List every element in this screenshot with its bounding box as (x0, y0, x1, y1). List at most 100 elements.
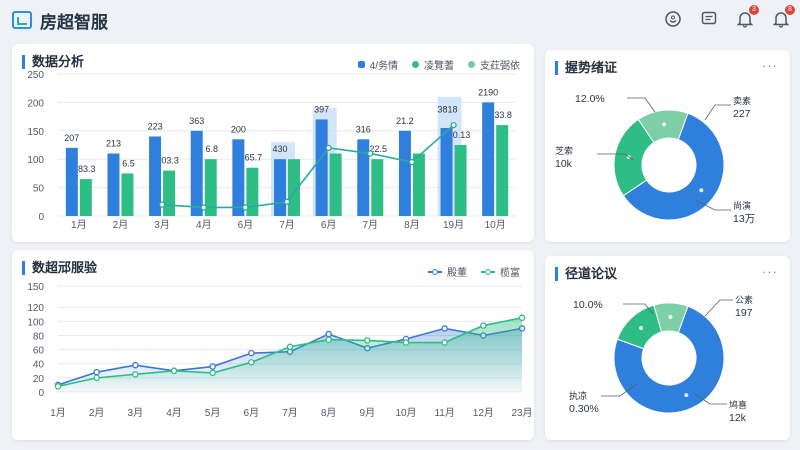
donut-slice (613, 305, 725, 414)
series-point (518, 314, 526, 322)
trend-point (242, 204, 249, 211)
donut-label: 芝索 10k (555, 146, 574, 170)
series-point (170, 367, 178, 375)
bar (204, 159, 217, 216)
legend-item[interactable]: 4/务情 (357, 57, 398, 72)
bar-legend: 4/务情 凌覽蓍 支荭弼依 (357, 57, 520, 72)
x-tick-label: 5月 (205, 407, 221, 419)
bar (329, 153, 342, 216)
trend-point (450, 121, 457, 129)
alert-badge: 8 (785, 5, 795, 15)
legend-item[interactable]: 支荭弼依 (468, 57, 520, 72)
x-tick-label: 6月 (321, 219, 337, 231)
donut-chart (597, 97, 731, 221)
message-icon[interactable] (700, 10, 718, 28)
channel-card: 径道论议 ··· 10.0% 公素 197 执凉 0.30% 鸠喜 12k (545, 256, 790, 440)
y-tick-label: 150 (27, 127, 44, 138)
data-label: 363 (189, 116, 204, 126)
y-tick-label: 0 (38, 388, 44, 399)
data-label: 6.8 (205, 144, 218, 154)
leader-line (597, 153, 634, 161)
legend-item[interactable]: 凌覽蓍 (412, 57, 454, 72)
x-tick-label: 6月 (244, 407, 260, 419)
leader-line (704, 104, 731, 121)
donut-label: 12.0% (575, 93, 605, 105)
trend-point (158, 201, 166, 208)
x-tick-label: 7月 (279, 219, 295, 231)
donut-label: 公素 197 (735, 295, 754, 319)
bell-icon[interactable]: 3 (736, 5, 759, 28)
trend-card: 握势绪证 ··· 12.0% 卖素 227 芝索 10k 尚演 13万 (545, 50, 790, 242)
legend-item[interactable]: 榄富 (481, 264, 520, 279)
y-tick-label: 100 (27, 155, 44, 166)
alert-icon[interactable]: 8 (772, 5, 795, 28)
app-logo-icon (12, 11, 32, 29)
data-analysis-card: 数据分析 4/务情 凌覽蓍 支荭弼依 0 50 100 150 200 250 207 83.… (12, 44, 534, 242)
data-label: 316 (356, 124, 371, 134)
x-tick-label: 23月 (511, 407, 532, 419)
slice-dot (639, 325, 644, 330)
bar (163, 170, 176, 216)
y-tick-label: 80 (33, 331, 45, 342)
y-tick-label: 50 (33, 184, 45, 195)
legend-item[interactable]: 殿董 (428, 264, 467, 279)
bar (121, 173, 134, 216)
x-tick-label: 4月 (166, 407, 182, 419)
y-tick-label: 200 (27, 98, 44, 109)
series-point (480, 322, 487, 329)
line-legend: 殿董 榄富 (428, 264, 520, 279)
donut-label: 鸠喜 12k (729, 400, 748, 424)
service-card: 数超邧服验 殿董 榄富 0 20 40 60 80 100 120 150 1月 2月 3月 4月 5月… (12, 250, 534, 440)
data-label: 430 (272, 144, 287, 154)
x-tick-label: 3月 (128, 407, 144, 419)
data-label: 207 (64, 133, 79, 143)
x-tick-label: 19月 (443, 219, 464, 231)
donut-chart (601, 299, 733, 414)
trend-point (367, 150, 374, 157)
bar (357, 139, 370, 216)
trend-point (325, 144, 332, 151)
data-label: 6.5 (122, 158, 135, 168)
bar (288, 159, 300, 216)
bar (246, 167, 259, 216)
donut-slice (637, 109, 689, 144)
smiley-icon[interactable] (664, 10, 682, 28)
series-point (325, 336, 332, 343)
bar (496, 125, 509, 216)
series-point (93, 374, 100, 382)
data-label: 2190 (478, 87, 498, 97)
more-icon[interactable]: ··· (762, 58, 778, 73)
y-tick-label: 250 (27, 70, 44, 81)
more-icon[interactable]: ··· (762, 264, 778, 279)
card-title: 数据分析 (22, 55, 84, 69)
data-label: 223 (148, 121, 163, 131)
bar (315, 119, 328, 216)
bar (454, 145, 467, 216)
bar (440, 127, 453, 216)
slice-dot (699, 188, 704, 193)
leader-line (694, 393, 727, 405)
series-point (402, 339, 410, 346)
data-label: 0.13 (453, 130, 471, 140)
bar (65, 147, 78, 216)
data-label: 83.3 (78, 164, 96, 174)
y-tick-label: 120 (27, 303, 44, 314)
x-tick-label: 8月 (404, 219, 420, 231)
trend-point (408, 158, 416, 166)
x-tick-label: 4月 (196, 219, 212, 231)
card-title: 径道论议 (555, 267, 617, 281)
bar (371, 159, 384, 216)
card-title: 握势绪证 (555, 61, 617, 75)
series-point (441, 325, 448, 332)
series-point (209, 363, 216, 370)
series-point (93, 368, 100, 376)
y-tick-label: 150 (27, 282, 44, 293)
bar (107, 153, 120, 216)
data-label: 397 (314, 104, 329, 114)
bar (149, 136, 162, 216)
y-tick-label: 60 (33, 346, 45, 357)
data-label: 65.7 (245, 153, 263, 163)
leader-line (627, 97, 656, 113)
line-chart: 0 20 40 60 80 100 120 150 1月 2月 3月 4月 5月 6月 7月 8月 9月 10月 1… (27, 282, 532, 419)
